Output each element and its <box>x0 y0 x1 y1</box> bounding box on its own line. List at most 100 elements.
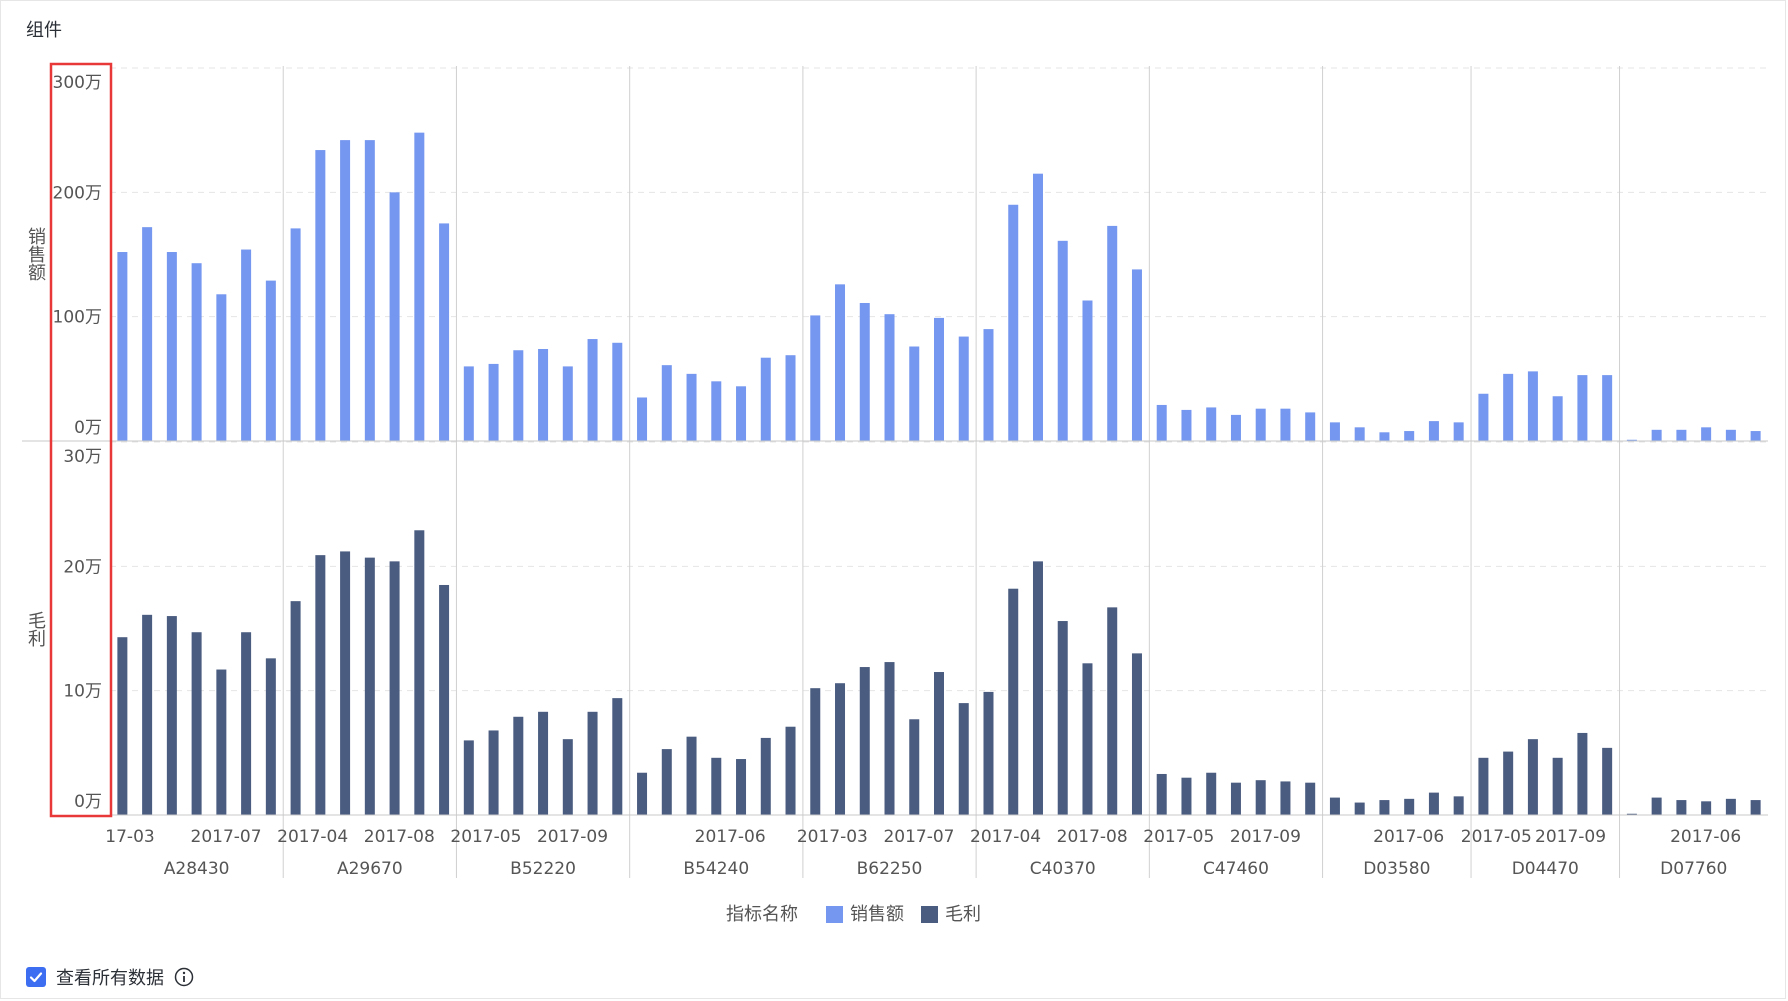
legend-title: 指标名称 <box>726 904 798 925</box>
bar-profit <box>1032 561 1043 815</box>
bar-profit <box>1107 607 1118 815</box>
bar-sales <box>241 249 252 441</box>
legend-label-sales: 销售额 <box>850 904 904 925</box>
bar-sales <box>686 373 697 441</box>
bar-profit <box>538 711 549 815</box>
bar-profit <box>1725 798 1736 815</box>
x-tick-label: 2017-05 <box>1143 827 1214 847</box>
bar-sales <box>736 386 747 441</box>
bar-profit <box>1527 739 1538 815</box>
group-label: B52220 <box>510 859 576 879</box>
bar-sales <box>1602 375 1613 441</box>
bar-profit <box>340 551 351 815</box>
bar-profit <box>1156 773 1167 815</box>
x-tick-label: 2017-07 <box>883 827 954 847</box>
group-label: C40370 <box>1030 859 1096 879</box>
bar-sales <box>637 397 648 441</box>
group-label: B54240 <box>683 859 749 879</box>
bar-profit <box>983 691 994 815</box>
bar-profit <box>760 737 771 815</box>
view-all-label: 查看所有数据 <box>56 968 164 989</box>
bar-sales <box>1206 407 1217 441</box>
x-tick-label: 2017-04 <box>277 827 348 847</box>
bar-sales <box>142 227 153 441</box>
x-tick-label: 2017-04 <box>970 827 1041 847</box>
bar-sales <box>340 140 351 441</box>
bar-sales <box>1503 373 1514 441</box>
bar-profit <box>810 688 821 815</box>
bar-sales <box>1577 375 1588 441</box>
info-icon[interactable] <box>174 967 194 987</box>
bar-sales <box>1701 427 1712 441</box>
x-tick-label: 2017-03 <box>797 827 868 847</box>
bar-sales <box>1032 173 1043 441</box>
bar-profit <box>1280 781 1291 815</box>
group-label: C47460 <box>1203 859 1269 879</box>
bar-sales <box>1354 427 1365 441</box>
bar-sales <box>439 223 450 441</box>
bar-profit <box>1206 772 1217 815</box>
bar-profit <box>1503 751 1514 815</box>
group-label: A29670 <box>337 859 403 879</box>
bar-sales <box>1676 429 1687 441</box>
bar-profit <box>1478 757 1489 815</box>
bar-profit <box>1651 797 1662 815</box>
bar-profit <box>1428 792 1439 815</box>
bar-sales <box>1428 421 1439 441</box>
bar-sales <box>290 228 301 441</box>
bar-sales <box>216 294 227 441</box>
bar-profit <box>686 736 697 815</box>
bar-sales <box>315 150 326 441</box>
bar-profit <box>1305 782 1316 815</box>
bar-profit <box>711 757 722 815</box>
view-all-checkbox[interactable] <box>26 967 46 987</box>
bar-profit <box>1404 798 1415 815</box>
bar-profit <box>1255 780 1266 815</box>
y-tick-label: 0万 <box>74 792 102 812</box>
bar-sales <box>711 381 722 441</box>
x-tick-label: 2017-07 <box>191 827 262 847</box>
bar-profit <box>736 759 747 815</box>
bar-sales <box>1651 429 1662 441</box>
bar-sales <box>1552 396 1563 441</box>
bar-sales <box>1478 393 1489 441</box>
bar-sales <box>859 302 870 441</box>
bar-profit <box>1354 802 1365 815</box>
bar-sales <box>1626 439 1637 441</box>
bar-profit <box>587 711 598 815</box>
bar-sales <box>1404 431 1415 441</box>
bar-profit <box>934 672 944 815</box>
bar-profit <box>1008 588 1019 815</box>
bar-sales <box>1082 300 1093 441</box>
x-tick-label: 2017-08 <box>1057 827 1128 847</box>
bar-profit <box>909 719 920 815</box>
bar-sales <box>389 192 400 441</box>
bar-profit <box>562 739 573 815</box>
bar-profit <box>364 557 375 815</box>
bar-profit <box>463 740 474 815</box>
x-tick-label: 2017-08 <box>364 827 435 847</box>
y-axis-title: 销 <box>28 227 46 248</box>
bar-profit <box>1577 732 1588 815</box>
x-tick-label: 2017-09 <box>1230 827 1301 847</box>
bar-sales <box>1329 422 1340 441</box>
y-axis-title: 售 <box>28 245 46 266</box>
bar-sales <box>1008 204 1019 441</box>
bar-profit <box>835 683 846 815</box>
bar-profit <box>1750 800 1761 815</box>
bar-profit <box>166 616 177 815</box>
bar-profit <box>315 555 326 815</box>
bar-profit <box>785 726 796 815</box>
group-label: D04470 <box>1512 859 1579 879</box>
bar-profit <box>1626 813 1637 815</box>
bar-profit <box>637 772 648 815</box>
bar-sales <box>488 363 499 441</box>
group-label: B62250 <box>857 859 923 879</box>
bar-profit <box>958 703 969 815</box>
bar-sales <box>810 315 821 441</box>
group-label: A28430 <box>164 859 230 879</box>
bar-sales <box>958 336 969 441</box>
bar-profit <box>1453 796 1464 815</box>
bar-profit <box>513 716 524 815</box>
